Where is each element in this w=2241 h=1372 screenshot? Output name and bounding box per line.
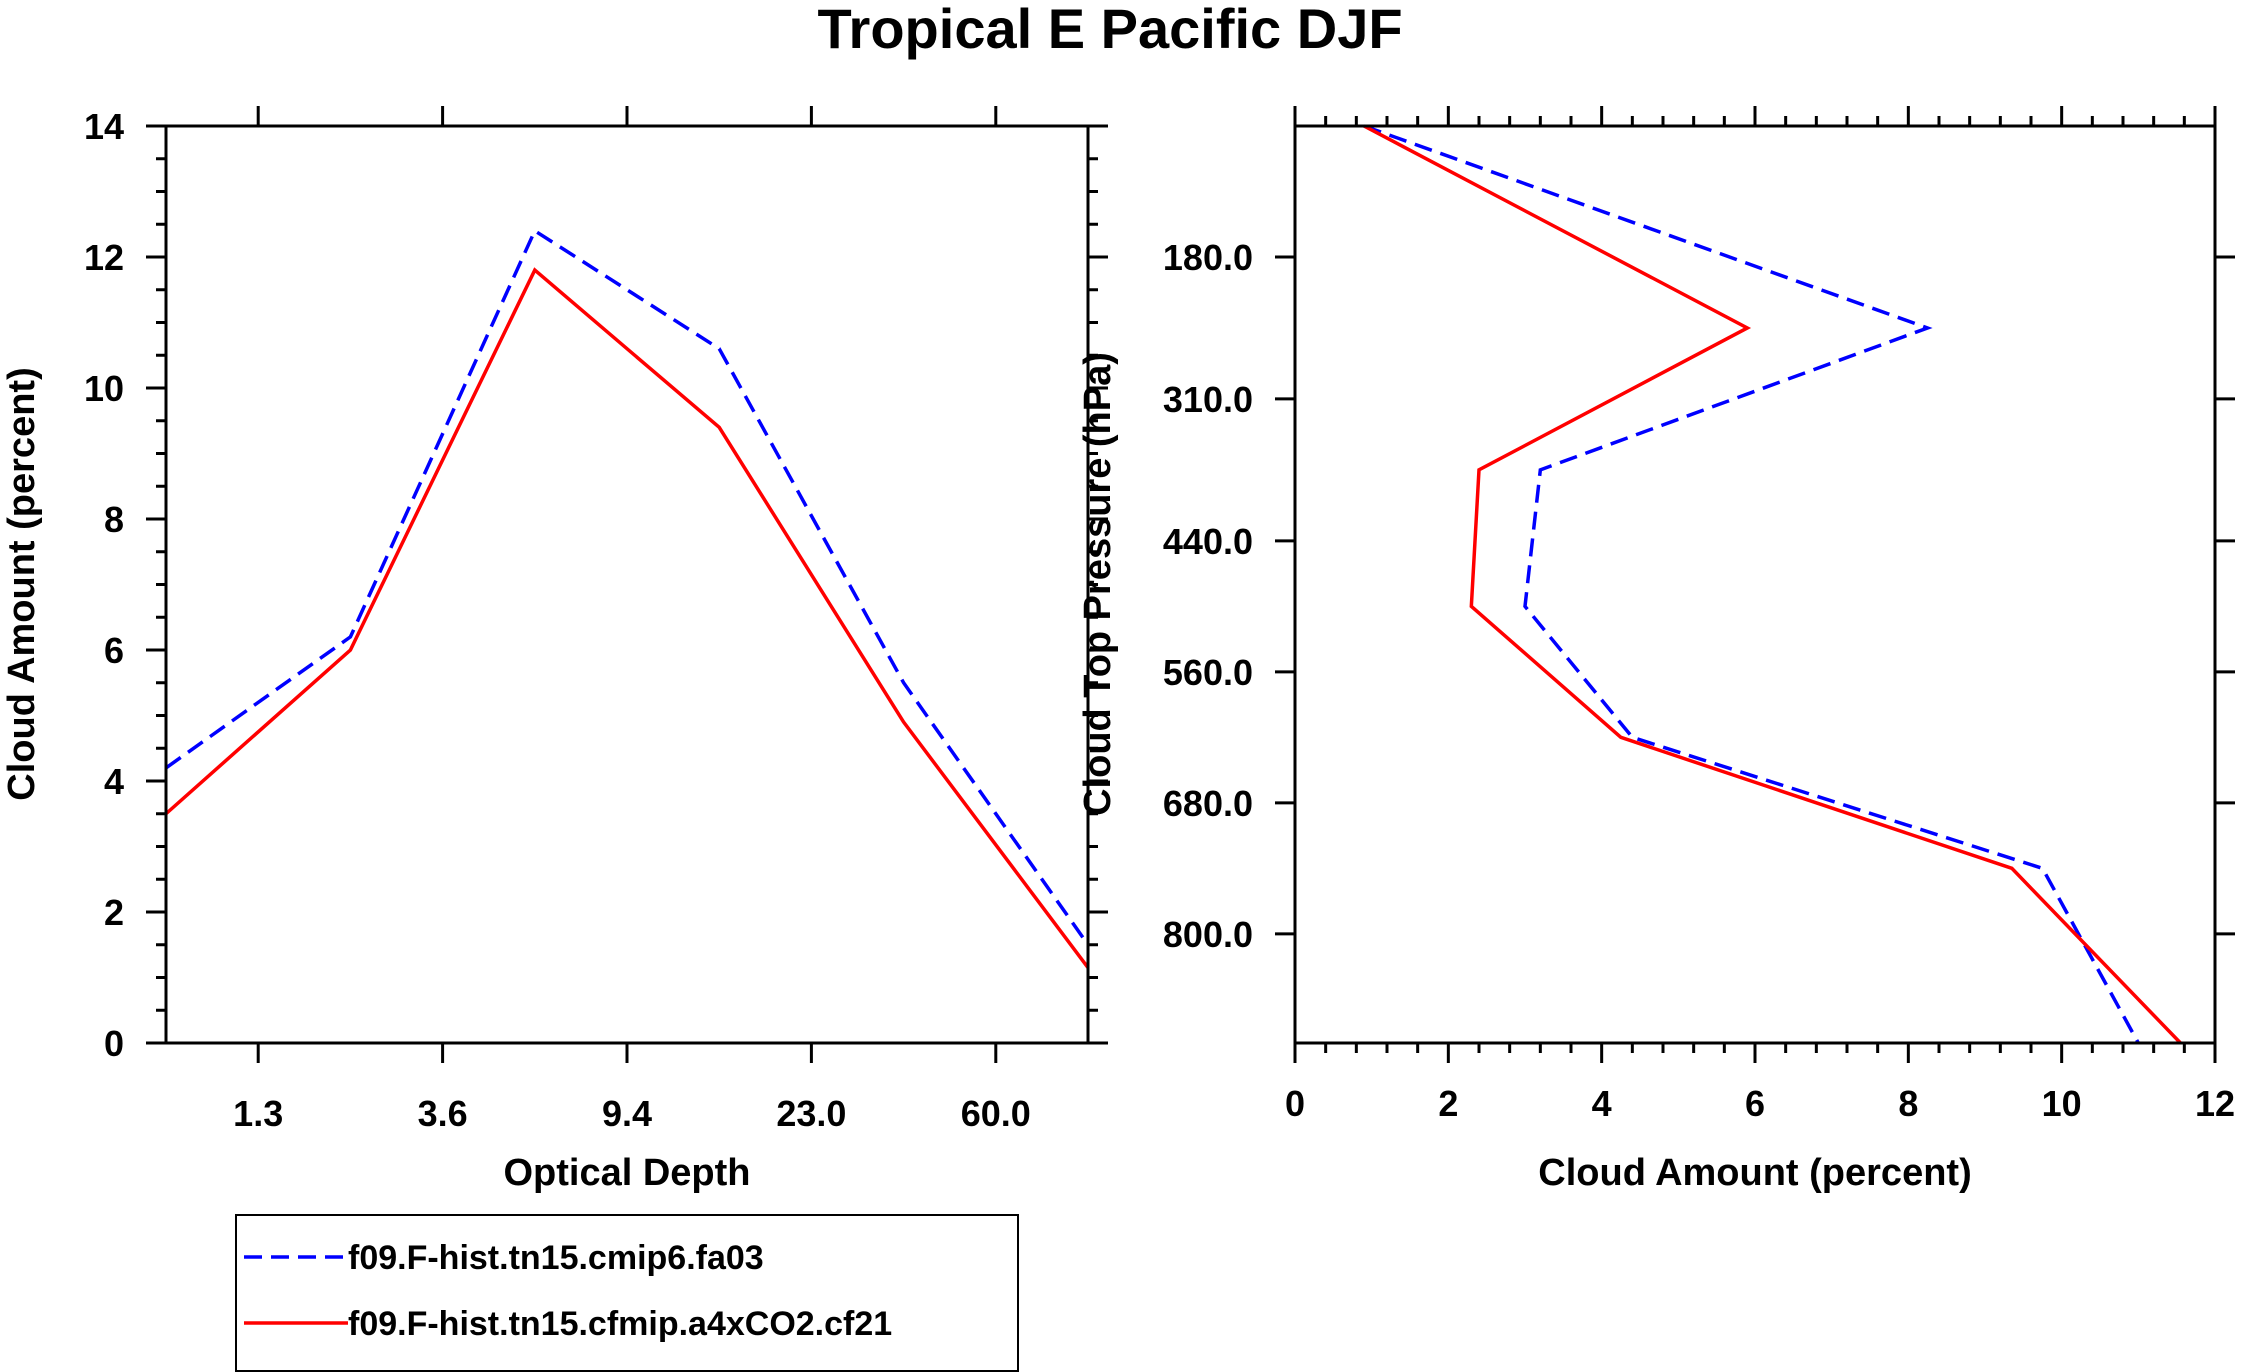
right-y-tick-label: 310.0 (1163, 379, 1253, 420)
right-x-tick-label: 2 (1438, 1083, 1458, 1124)
left-x-tick-label: 23.0 (776, 1093, 846, 1134)
right-x-tick-label: 12 (2195, 1083, 2235, 1124)
left-y-tick-label: 2 (104, 892, 124, 933)
legend-label-hist: f09.F-hist.tn15.cmip6.fa03 (348, 1239, 764, 1277)
right-y-tick-label: 180.0 (1163, 237, 1253, 278)
legend-box (235, 1214, 1019, 1372)
right-y-axis-label: Cloud Top Pressure (hPa) (1077, 352, 1119, 816)
right-x-tick-label: 4 (1592, 1083, 1612, 1124)
left-y-axis-label: Cloud Amount (percent) (1, 367, 43, 800)
left-y-tick-label: 8 (104, 499, 124, 540)
optical-depth-panel: 0 2 4 6 8 10 12 14 1.3 3.6 9.4 23.0 60.0 Optical Dep… (1, 106, 1108, 1194)
left-y-tick-label: 4 (104, 761, 124, 802)
right-x-tick-label: 0 (1285, 1083, 1305, 1124)
right-y-tick-label: 440.0 (1163, 521, 1253, 562)
right-x-tick-label: 8 (1898, 1083, 1918, 1124)
left-y-tick-label: 14 (84, 106, 124, 147)
left-y-tick-label: 0 (104, 1023, 124, 1064)
left-y-tick-label: 12 (84, 237, 124, 278)
cloud-top-pressure-panel: 0 2 4 6 8 10 12180.0310.0440.0560.0680.0800.0 … (1077, 106, 2235, 1194)
left-x-tick-label: 1.3 (233, 1093, 283, 1134)
right-series-line-hist (1363, 124, 2140, 1044)
left-plot-frame (164, 124, 1090, 1045)
left-y-tick-label: 6 (104, 630, 124, 671)
right-y-tick-label: 800.0 (1163, 914, 1253, 955)
left-x-axis-label: Optical Depth (503, 1152, 750, 1194)
left-x-tick-label: 3.6 (418, 1093, 468, 1134)
left-x-tick-label: 9.4 (602, 1093, 652, 1134)
right-x-tick-label: 6 (1745, 1083, 1765, 1124)
left-series-line-hist (164, 228, 1090, 946)
right-x-axis-label: Cloud Amount (percent) (1538, 1152, 1971, 1194)
legend-label-a4x: f09.F-hist.tn15.cfmip.a4xCO2.cf21 (348, 1305, 892, 1343)
figure-title: Tropical E Pacific DJF (817, 0, 1402, 60)
right-plot-frame (1293, 124, 2217, 1045)
right-y-tick-label: 560.0 (1163, 652, 1253, 693)
right-x-tick-label: 10 (2042, 1083, 2082, 1124)
right-y-tick-label: 680.0 (1163, 783, 1253, 824)
left-x-tick-label: 60.0 (961, 1093, 1031, 1134)
left-y-tick-label: 10 (84, 368, 124, 409)
left-series-line-a4x (164, 267, 1090, 969)
legend: f09.F-hist.tn15.cmip6.fa03 f09.F-hist.tn… (235, 1214, 1019, 1372)
right-series-line-a4x (1363, 124, 2182, 1045)
